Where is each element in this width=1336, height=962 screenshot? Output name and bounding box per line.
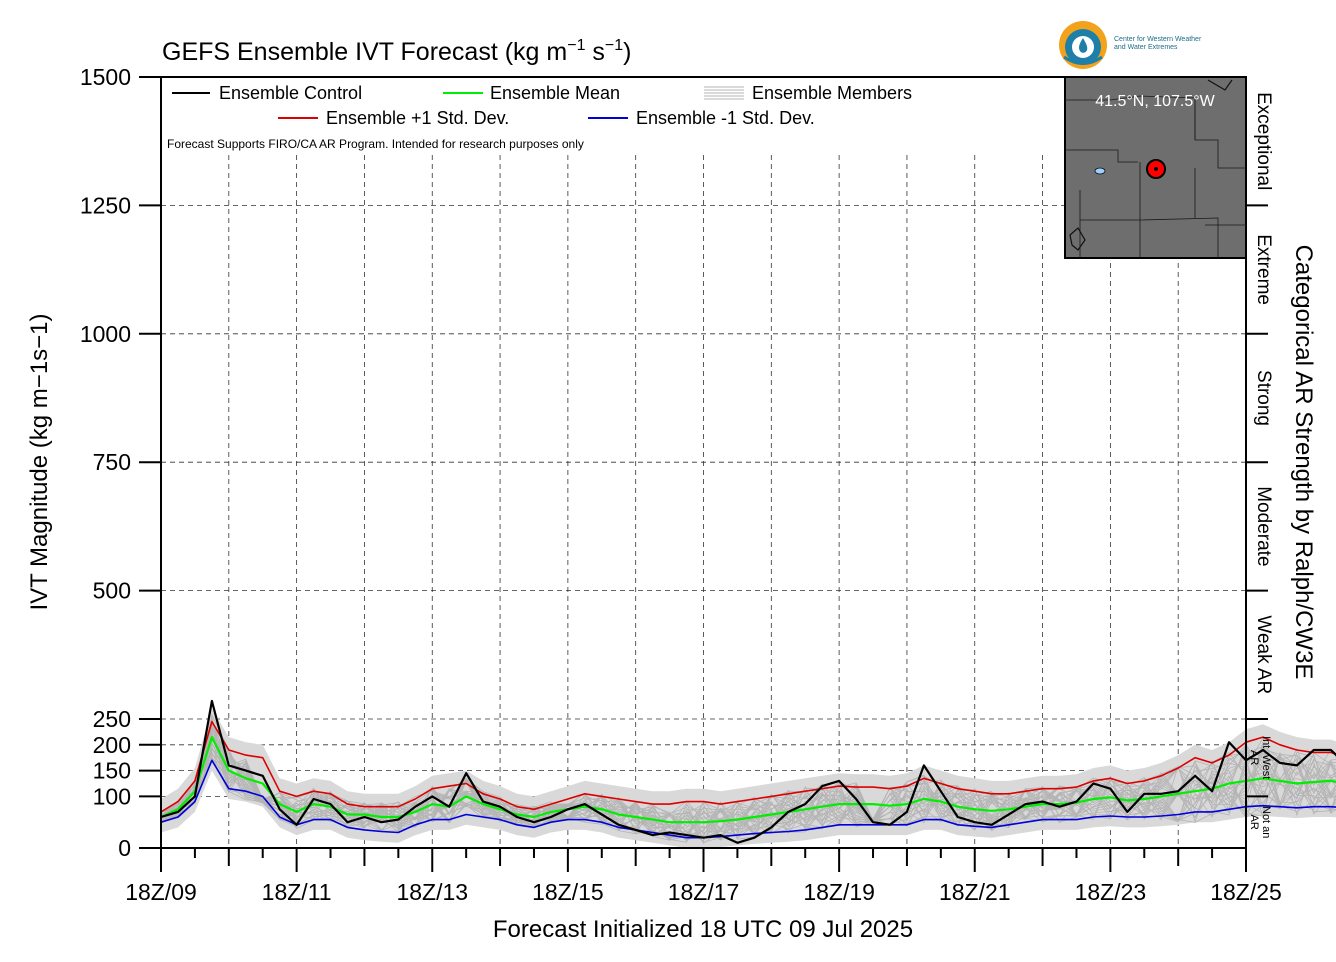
x-tick-label: 18Z/11 [262, 879, 332, 905]
ensemble-member-line [160, 744, 1336, 840]
ensemble-member-line [160, 735, 1336, 834]
y-tick-label: 200 [93, 732, 131, 758]
ensemble-member-line [161, 721, 1336, 835]
series-lines [160, 699, 1336, 844]
x-tick-label: 18Z/21 [939, 879, 1011, 905]
inset-location-label: 41.5°N, 107.5°W [1095, 93, 1215, 110]
x-axis: 18Z/09 18Z/11 18Z/13 18Z/15 18Z/17 18Z/19 18Z/… [125, 848, 1282, 905]
y-tick-label: 100 [93, 783, 131, 809]
x-tick-label: 18Z/15 [532, 879, 604, 905]
series-control [160, 699, 1336, 844]
research-notice: Forecast Supports FIRO/CA AR Program. In… [167, 137, 584, 151]
y-axis-label: IVT Magnitude (kg m−1s−1) [26, 313, 53, 610]
logo-text-line1: Center for Western Weather [1114, 36, 1202, 43]
x-tick-label: 18Z/13 [396, 879, 468, 905]
logo-text-line2: and Water Extremes [1114, 44, 1178, 51]
category-label: Int. WestAR [1248, 736, 1272, 779]
x-tick-label: 18Z/25 [1210, 879, 1282, 905]
category-label: Strong [1253, 370, 1274, 426]
y-tick-label: 750 [93, 449, 131, 475]
ensemble-member-line [160, 741, 1336, 839]
x-axis-label: Forecast Initialized 18 UTC 09 Jul 2025 [493, 916, 913, 943]
y-tick-label: 500 [93, 578, 131, 604]
grid-lines [161, 155, 1246, 848]
y-tick-label: 1000 [80, 321, 131, 347]
ensemble-members [160, 708, 1336, 848]
y-tick-label: 250 [93, 706, 131, 732]
category-label: Not anAR [1248, 806, 1272, 838]
x-tick-label: 18Z/19 [803, 879, 875, 905]
chart-title: GEFS Ensemble IVT Forecast (kg m−1 s−1) [162, 37, 632, 66]
category-label: Exceptional [1253, 92, 1274, 190]
y-tick-label: 0 [118, 835, 131, 861]
ensemble-member-line [160, 748, 1336, 839]
series-minus [160, 759, 1336, 839]
inset-map: 41.5°N, 107.5°W [1064, 76, 1247, 259]
legend-mean: Ensemble Mean [490, 83, 620, 103]
x-tick-label: 18Z/17 [668, 879, 740, 905]
legend-plus: Ensemble +1 Std. Dev. [326, 108, 509, 128]
legend-control: Ensemble Control [219, 83, 362, 103]
y-tick-label: 150 [93, 758, 131, 784]
x-tick-label: 18Z/23 [1075, 879, 1147, 905]
legend-members: Ensemble Members [752, 83, 912, 103]
y-tick-label: 1250 [80, 192, 131, 218]
ensemble-member-line [160, 724, 1336, 835]
cw3e-logo-icon: Center for Western Weather and Water Ext… [1059, 21, 1202, 69]
legend-minus: Ensemble -1 Std. Dev. [636, 108, 815, 128]
right-axis-label: Categorical AR Strength by Ralph/CW3E [1290, 245, 1317, 680]
x-tick-label: 18Z/09 [125, 879, 197, 905]
series-plus [160, 720, 1336, 813]
legend: Ensemble Control Ensemble Mean Ensemble … [167, 83, 912, 151]
ensemble-member-line [160, 716, 1336, 839]
ensemble-member-line [160, 733, 1336, 842]
category-label: Weak AR [1253, 615, 1274, 694]
category-axis: Not anAR Int. WestAR Weak AR Moderate Strong… [1246, 92, 1274, 838]
ensemble-member-line [160, 755, 1336, 840]
category-label: Moderate [1253, 486, 1274, 566]
y-tick-label: 1500 [80, 64, 131, 90]
category-label: Extreme [1253, 234, 1274, 305]
